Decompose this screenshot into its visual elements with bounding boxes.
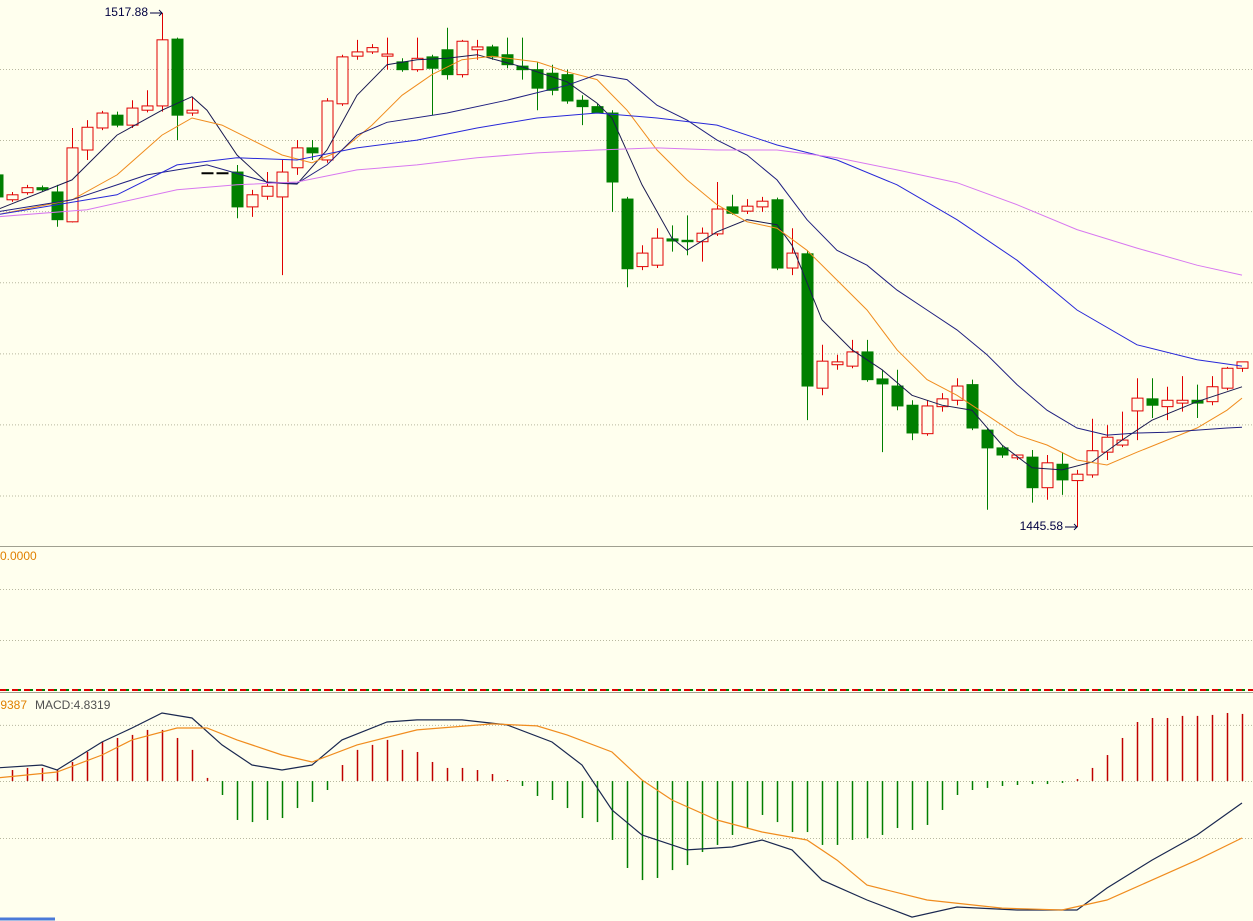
- candle-body: [756, 200, 769, 208]
- candle-body: [1176, 399, 1189, 404]
- indicator-label: 0.0000: [0, 549, 37, 563]
- candle-body: [891, 385, 904, 407]
- candle-body: [336, 56, 349, 105]
- candle-body: [981, 429, 994, 449]
- candle-body: [0, 174, 4, 198]
- candle-body: [936, 398, 949, 408]
- low-arrow: [1065, 523, 1078, 531]
- candle-body: [1041, 462, 1054, 489]
- candle-body: [276, 171, 289, 198]
- macd-line: [0, 712, 1243, 918]
- candle-body: [546, 72, 559, 91]
- candle-body: [186, 109, 199, 114]
- candle-body: [816, 360, 829, 389]
- candle-body: [531, 69, 544, 89]
- candle-body: [1071, 473, 1084, 482]
- candle-body: [96, 112, 109, 129]
- candle-body: [801, 253, 814, 387]
- candle-body: [711, 208, 724, 235]
- candle-body: [351, 51, 364, 57]
- candle-body: [441, 49, 454, 76]
- candle-body: [171, 38, 184, 116]
- candle-body: [1146, 398, 1159, 406]
- candle-body: [636, 252, 649, 268]
- candle-body: [846, 351, 859, 367]
- candle-body: [651, 237, 664, 266]
- candle-body: [381, 53, 394, 57]
- candle-body: [66, 147, 79, 223]
- candle-body: [516, 65, 529, 71]
- candle-body: [876, 378, 889, 385]
- candle-body: [681, 239, 694, 243]
- candle-body: [156, 39, 169, 107]
- candle-body: [771, 199, 784, 269]
- candle-body: [81, 126, 94, 151]
- macd-label: MACD:4.8319: [35, 698, 111, 712]
- moving-average: [0, 147, 1243, 276]
- candle-body: [501, 54, 514, 66]
- candle-body: [1161, 399, 1174, 408]
- candle-body: [471, 46, 484, 51]
- candle-body: [111, 114, 124, 126]
- candle-body: [141, 105, 154, 111]
- candle-body: [1206, 386, 1219, 403]
- candle-body: [1236, 361, 1249, 369]
- candle-body: [411, 57, 424, 71]
- candle-body: [231, 171, 244, 208]
- candle-body: [1221, 367, 1234, 389]
- candle-body: [831, 361, 844, 366]
- candle-body: [861, 351, 874, 381]
- candle-body: [366, 47, 379, 53]
- high-arrow: [150, 9, 163, 17]
- moving-average: [0, 74, 1243, 436]
- candle-body: [996, 447, 1009, 456]
- candle-body: [6, 194, 19, 201]
- macd-line: [0, 723, 1243, 911]
- candle-body: [321, 100, 334, 161]
- candle-body: [486, 46, 499, 58]
- candle-body: [726, 206, 739, 214]
- candle-body: [1131, 397, 1144, 412]
- moving-average: [0, 112, 1243, 367]
- high-label: 1517.88: [105, 5, 149, 19]
- moving-average: [0, 55, 1243, 466]
- candle-body: [1026, 456, 1039, 489]
- candle-body: [456, 40, 469, 76]
- candle-body: [606, 112, 619, 183]
- moving-average: [0, 54, 1243, 471]
- candle-body: [561, 74, 574, 102]
- candle-body: [906, 404, 919, 434]
- candle-body: [921, 405, 934, 435]
- candle-body: [1101, 436, 1114, 453]
- dif-label: .9387: [0, 698, 27, 712]
- candle-body: [576, 99, 589, 108]
- candle-body: [36, 187, 49, 191]
- candle-body: [261, 185, 274, 197]
- candle-body: [621, 198, 634, 270]
- candle-body: [126, 107, 139, 126]
- candle-body: [1056, 463, 1069, 481]
- candle-body: [21, 187, 34, 194]
- candle-body: [741, 205, 754, 212]
- low-label: 1445.58: [1020, 519, 1064, 533]
- candle-body: [246, 194, 259, 208]
- candle-body: [966, 384, 979, 429]
- candle-body: [51, 191, 64, 221]
- candle-body: [426, 56, 439, 69]
- candle-body: [201, 172, 214, 175]
- candle-body: [216, 172, 229, 175]
- candle-body: [306, 147, 319, 154]
